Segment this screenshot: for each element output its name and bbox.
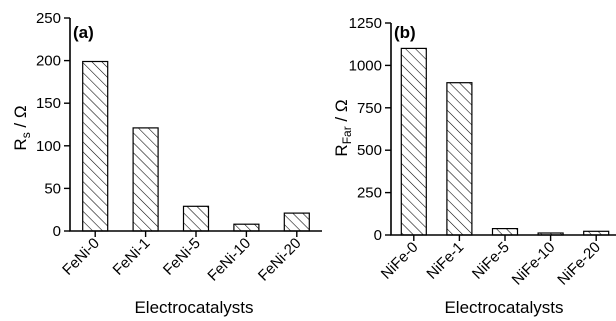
panel-b-bar-nife-0: [400, 47, 427, 236]
panel-b-y-tick-label: 0: [374, 227, 382, 244]
panel-b-x-axis-title: Electrocatalysts: [444, 298, 563, 317]
panel-b-y-axis-title: RFar / Ω: [332, 99, 354, 156]
panel-a-bar-feni-1: [132, 127, 159, 232]
panel-a-bar-feni-5: [182, 205, 210, 232]
panel-b-category-label: NiFe-5: [469, 239, 513, 283]
panel-a-bar-feni-20: [283, 212, 310, 232]
panel-a-y-tick-label: 200: [36, 53, 61, 70]
chart-panel-b: RFar / Ω Electrocatalysts (b) 0 250 500 750…: [332, 15, 616, 317]
panel-a-bar-feni-0: [82, 60, 109, 232]
panel-a-category-label: FeNi-5: [160, 235, 204, 279]
panel-b-y-tick-label: 750: [357, 100, 382, 117]
panel-a-y-axis-title: Rs / Ω: [11, 105, 33, 150]
panel-a-category-label: FeNi-10: [204, 235, 254, 285]
panel-a-y-tick-label: 100: [36, 138, 61, 155]
panel-a-y-axis-title-unit: / Ω: [11, 105, 30, 132]
panel-b-y-tick-label: 1250: [349, 15, 382, 32]
panel-b-label: (b): [394, 23, 416, 42]
panel-b-y-axis-title-sub: Far: [340, 126, 354, 144]
panel-a-y-tick-label: 0: [53, 223, 61, 240]
panel-a-x-axis-title: Electrocatalysts: [134, 298, 253, 317]
panel-a-category-label: FeNi-0: [59, 235, 103, 279]
panel-a-label: (a): [73, 23, 94, 42]
panel-b-category-label: NiFe-0: [378, 239, 422, 283]
panel-b-y-axis-title-unit: / Ω: [332, 99, 351, 126]
panel-b-category-label: NiFe-1: [423, 239, 467, 283]
panel-b-y-tick-label: 250: [357, 185, 382, 202]
panel-a-y-tick-label: 50: [44, 180, 61, 197]
panel-a-y-tick-label: 150: [36, 95, 61, 112]
panel-a-bar-feni-10: [233, 223, 260, 232]
panel-a-category-label: FeNi-20: [255, 235, 305, 285]
chart-panel-a: Rs / Ω Electrocatalysts (a) 0 50 100 150 200…: [11, 10, 322, 317]
panel-b-y-axis-title-main: R: [332, 144, 351, 156]
panel-a-category-label: FeNi-1: [110, 235, 154, 279]
panel-b-category-label: NiFe-20: [554, 239, 604, 289]
panel-a-y-tick-label: 250: [36, 10, 61, 27]
panel-b-bar-nife-1: [446, 82, 473, 236]
panel-b-y-tick-label: 1000: [349, 57, 382, 74]
panel-b-y-tick-label: 500: [357, 142, 382, 159]
panel-b-category-label: NiFe-10: [509, 239, 559, 289]
panel-a-y-axis-title-sub: s: [19, 132, 33, 138]
panel-b-bar-nife-5: [491, 228, 519, 236]
panel-a-y-axis-title-main: R: [11, 138, 30, 150]
